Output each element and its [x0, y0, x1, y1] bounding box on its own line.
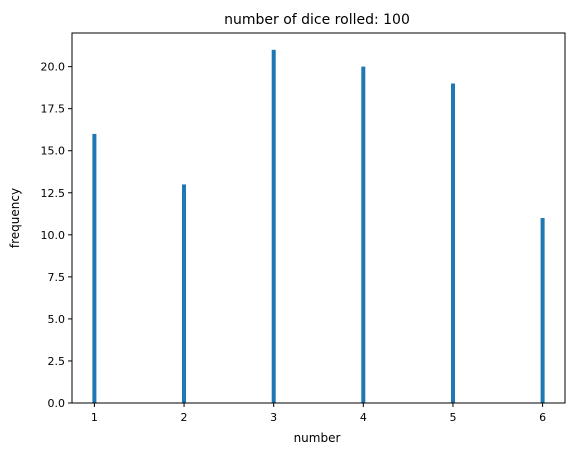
y-tick-label: 5.0 [48, 313, 66, 326]
y-tick-label: 2.5 [48, 355, 66, 368]
y-axis-ticks: 0.0 2.5 5.0 7.5 10.0 12.5 15.0 17.5 20.0 [41, 61, 72, 410]
bar-2 [182, 184, 186, 403]
plot-frame [71, 32, 566, 404]
x-tick-label: 3 [270, 411, 277, 424]
y-tick-label: 7.5 [48, 271, 66, 284]
x-axis-label: number [294, 431, 341, 445]
y-axis-label: frequency [8, 188, 22, 248]
y-tick-label: 0.0 [48, 397, 66, 410]
bar-1 [92, 133, 97, 403]
bars-group [92, 49, 545, 404]
y-tick-label: 12.5 [41, 187, 66, 200]
y-tick-label: 17.5 [41, 103, 66, 116]
x-tick-label: 4 [360, 411, 367, 424]
x-tick-label: 5 [449, 411, 456, 424]
y-tick-label: 15.0 [41, 145, 66, 158]
x-axis-ticks: 1 2 3 4 5 6 [91, 403, 546, 424]
bar-4 [361, 66, 366, 403]
bar-5 [451, 83, 455, 403]
x-tick-label: 2 [181, 411, 188, 424]
x-tick-label: 1 [91, 411, 98, 424]
bar-6 [540, 218, 545, 403]
y-tick-label: 10.0 [41, 229, 66, 242]
bar-3 [271, 49, 276, 404]
y-tick-label: 20.0 [41, 61, 66, 74]
chart-title: number of dice rolled: 100 [224, 12, 410, 28]
x-tick-label: 6 [539, 411, 546, 424]
